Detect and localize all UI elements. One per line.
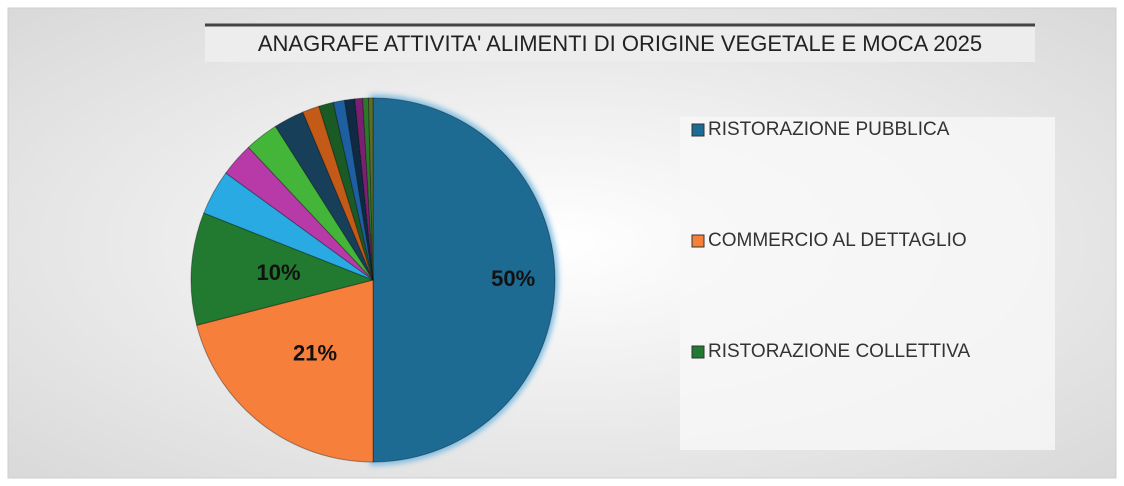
- slice: [203, 172, 374, 281]
- legend: RISTORAZIONE PUBBLICA COMMERCIO AL DETTAG…: [691, 119, 971, 362]
- legend-swatch: [691, 345, 705, 359]
- title-box: [205, 25, 1035, 62]
- pie: 50% 21% 10%: [190, 94, 558, 466]
- data-label: 10%: [257, 260, 301, 285]
- slice: [274, 111, 374, 281]
- slice: [354, 97, 374, 281]
- slice: [302, 105, 374, 281]
- slice: [362, 97, 374, 281]
- slice: [372, 97, 556, 463]
- legend-box: [680, 117, 1055, 450]
- slice: [247, 125, 374, 281]
- slice: [225, 146, 374, 281]
- legend-swatch: [691, 234, 705, 248]
- slice: [190, 212, 375, 326]
- legend-label: COMMERCIO AL DETTAGLIO: [708, 230, 967, 251]
- legend-label: RISTORAZIONE COLLETTIVA: [708, 341, 971, 362]
- slice: [196, 279, 374, 463]
- data-label: 50%: [491, 266, 535, 291]
- legend-label: RISTORAZIONE PUBBLICA: [708, 119, 950, 140]
- slice: [332, 99, 374, 281]
- slice: [318, 101, 374, 281]
- slice: [343, 98, 374, 281]
- data-label: 21%: [293, 341, 337, 366]
- legend-swatch: [691, 123, 705, 137]
- slice: [367, 97, 374, 281]
- chart-title: ANAGRAFE ATTIVITA' ALIMENTI DI ORIGINE V…: [258, 31, 982, 56]
